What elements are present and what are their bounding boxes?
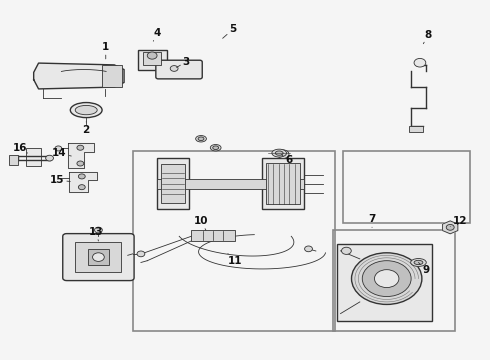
Circle shape [93,253,104,261]
Bar [75,242,122,273]
Text: 11: 11 [228,253,243,266]
Bar [266,163,300,204]
Text: 3: 3 [176,57,190,67]
Circle shape [374,270,399,288]
Bar [9,155,18,165]
Text: 15: 15 [49,175,70,185]
Circle shape [277,150,289,158]
Bar [343,151,470,223]
Ellipse shape [275,151,283,155]
Bar [133,151,335,330]
Ellipse shape [75,105,97,115]
FancyBboxPatch shape [63,234,134,280]
Polygon shape [442,221,458,234]
Circle shape [78,174,85,179]
Bar [409,126,423,132]
Bar [88,249,109,265]
Polygon shape [69,172,98,192]
Circle shape [342,247,351,255]
Bar [337,244,432,321]
Circle shape [414,58,426,67]
Text: 2: 2 [83,122,90,135]
Text: 13: 13 [89,227,103,241]
Ellipse shape [210,144,221,151]
Polygon shape [68,143,94,168]
Ellipse shape [71,103,102,118]
Circle shape [95,227,102,233]
Bar [262,158,304,209]
Bar [26,148,41,166]
Circle shape [137,251,145,257]
Bar [161,164,185,203]
Circle shape [46,155,53,161]
Text: 16: 16 [13,143,27,153]
Circle shape [55,146,62,151]
Polygon shape [34,63,124,89]
Ellipse shape [272,149,287,157]
Ellipse shape [411,258,426,266]
Bar [157,179,304,189]
Bar [138,50,167,70]
Text: 10: 10 [194,216,208,230]
FancyBboxPatch shape [156,60,202,79]
Bar [191,230,235,241]
Text: 5: 5 [222,24,236,38]
Text: 7: 7 [368,215,376,228]
Bar [157,158,189,209]
Bar [144,51,161,65]
Text: 12: 12 [450,216,467,226]
Text: 9: 9 [418,262,429,275]
Text: 6: 6 [281,155,293,165]
Ellipse shape [213,146,219,149]
Circle shape [77,161,84,166]
Circle shape [77,145,84,150]
Ellipse shape [414,260,423,265]
Circle shape [305,246,313,252]
Text: 1: 1 [102,42,109,59]
Circle shape [446,224,454,230]
Bar [102,65,122,87]
Text: 4: 4 [153,28,161,41]
Circle shape [147,52,157,59]
Circle shape [362,261,411,297]
Ellipse shape [196,135,206,142]
Text: 14: 14 [52,148,71,158]
Bar [333,230,455,330]
Circle shape [78,185,85,190]
Circle shape [351,253,422,305]
Ellipse shape [198,137,204,140]
Circle shape [170,66,178,71]
Text: 8: 8 [423,30,432,44]
